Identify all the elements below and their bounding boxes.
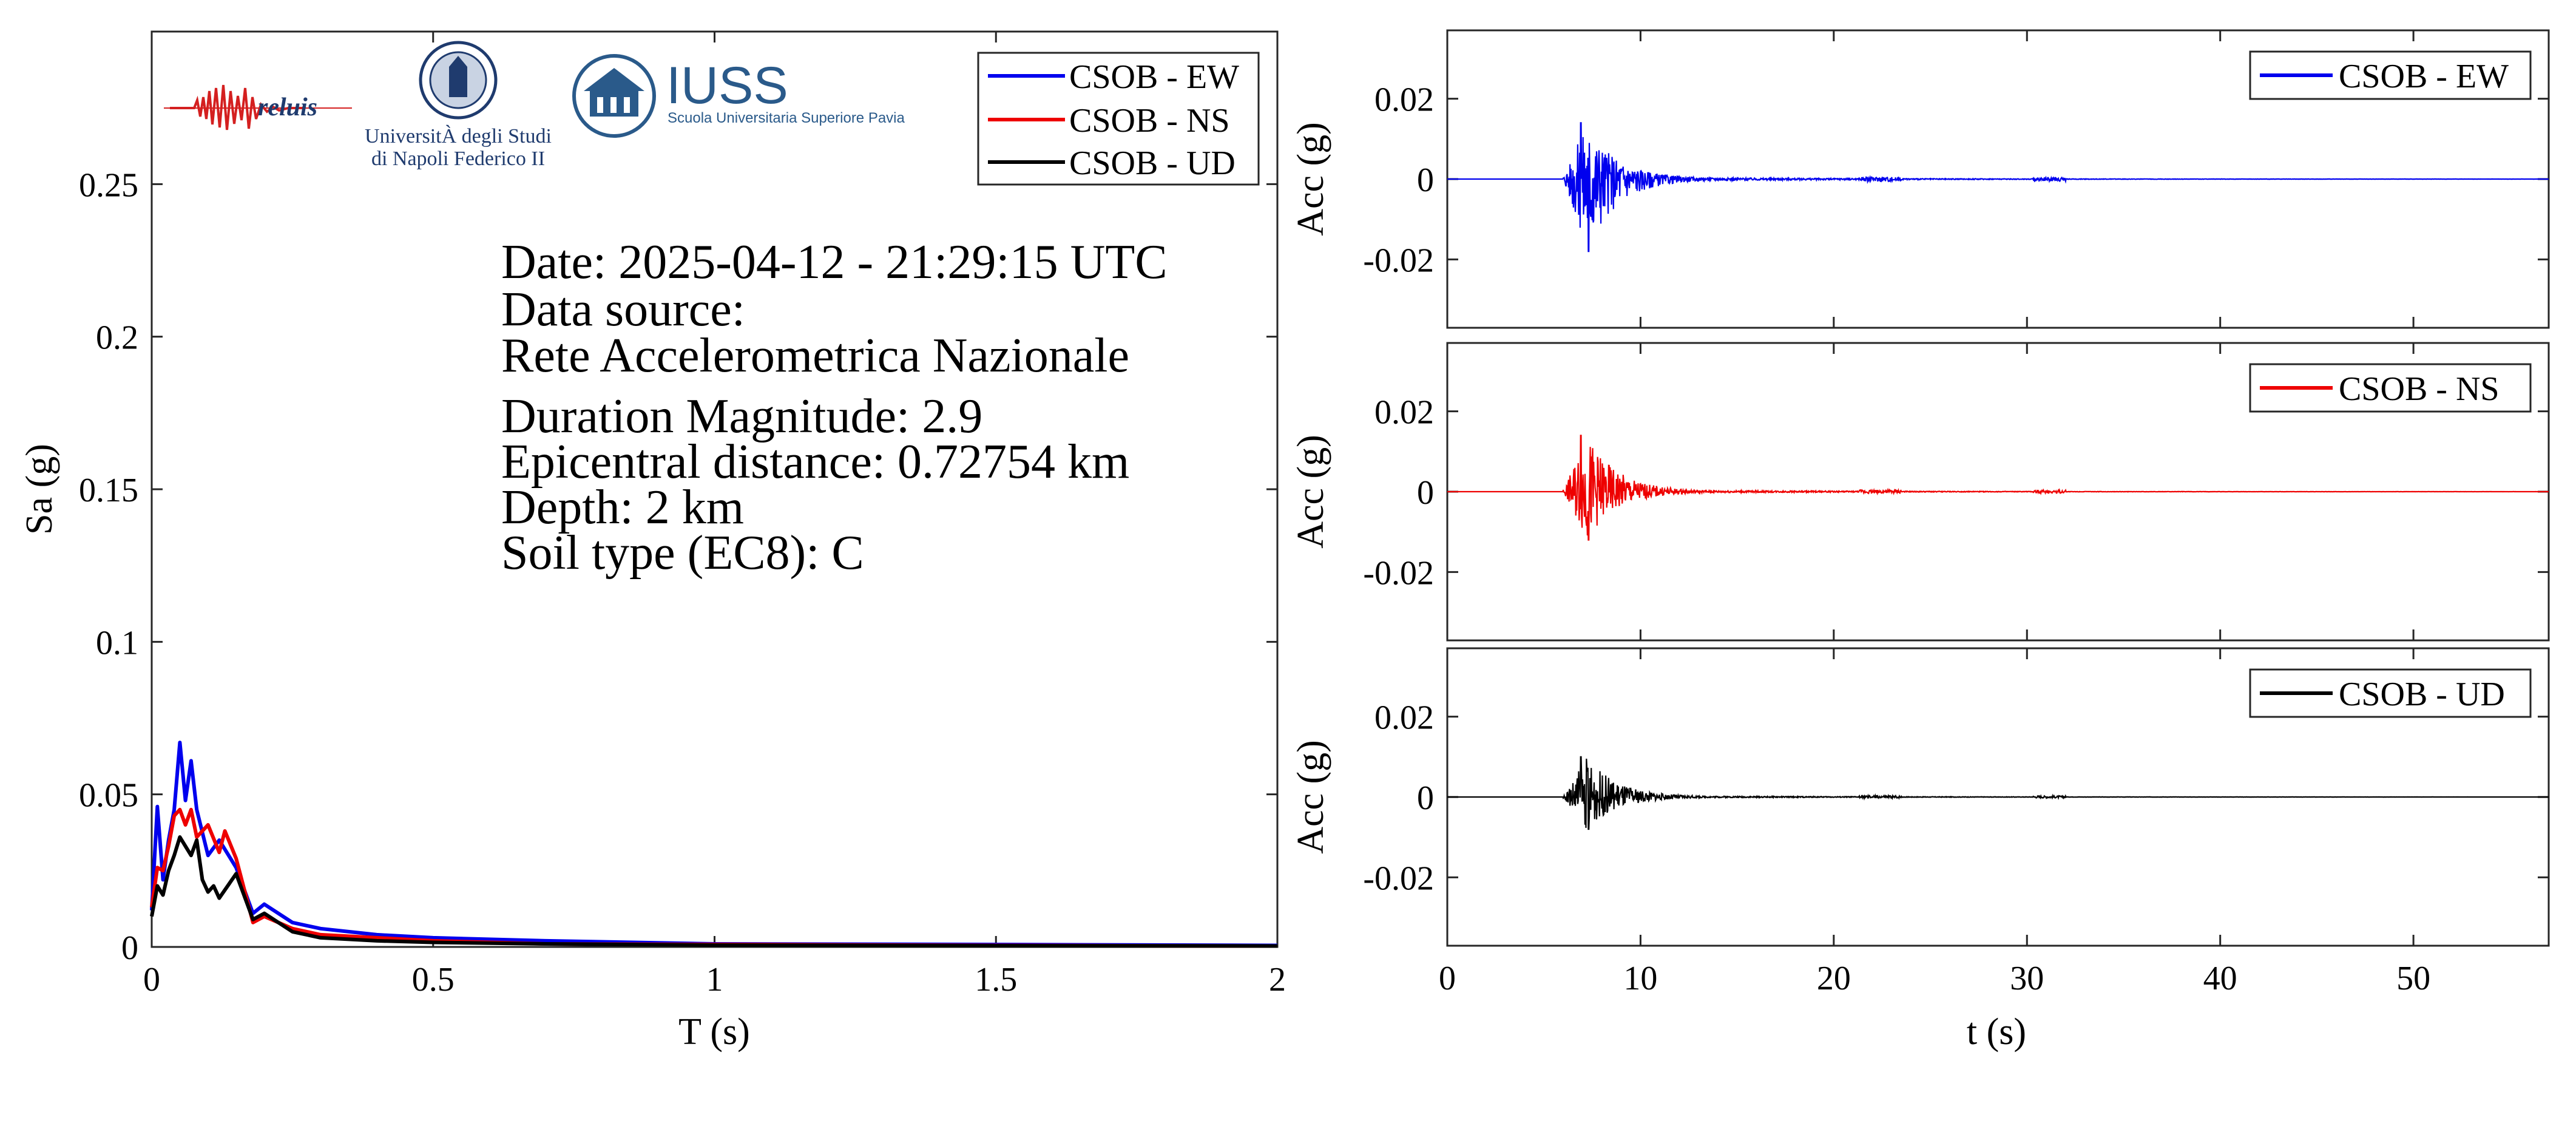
acc-ylabel-ns: Acc (g) [1290, 435, 1331, 549]
event-info: Date: 2025-04-12 - 21:29:15 UTC Data sou… [501, 236, 1168, 580]
spectrum-ytick-label: 0.1 [96, 624, 138, 662]
info-date: Date: 2025-04-12 - 21:29:15 UTC [501, 236, 1168, 289]
acc-chart-ud: -0.02 0 0.02 0 10 20 30 40 50 Acc (g) CSOB - UD [1290, 647, 2550, 997]
acc-xtick-label: 20 [1817, 960, 1851, 997]
acc-xtick-label: 50 [2396, 960, 2430, 997]
unina-logo: UniversitÀ degli Studi di Napoli Federic… [365, 41, 552, 170]
spectrum-xtick-label: 1.5 [975, 961, 1017, 999]
legend-label-ud: CSOB - UD [1069, 144, 1236, 182]
acc-ytick-label: -0.02 [1363, 860, 1434, 897]
acc-ytick-label: 0.02 [1374, 394, 1434, 432]
acc-chart-ew: -0.02 0 0.02 Acc (g) CSOB - EW [1290, 29, 2550, 329]
iuss-logo: IUSS Scuola Universitaria Superiore Pavi… [572, 54, 905, 138]
spectrum-ytick-label: 0 [121, 929, 138, 967]
spectrum-ytick-label: 0.15 [79, 472, 138, 509]
spectrum-ytick-label: 0.2 [96, 319, 138, 357]
acc-xtick-label: 40 [2203, 960, 2237, 997]
acc-xtick-label: 10 [1623, 960, 1657, 997]
info-distance: Epicentral distance: 0.72754 km [501, 435, 1129, 489]
iuss-subtitle: Scuola Universitaria Superiore Pavia [668, 110, 905, 126]
acc-ytick-label: 0 [1417, 779, 1434, 817]
legend-label-ew: CSOB - EW [1069, 58, 1239, 96]
acc-ylabel-ew: Acc (g) [1290, 122, 1331, 236]
spectrum-legend: CSOB - EW CSOB - NS CSOB - UD [977, 52, 1260, 186]
spectrum-ytick-label: 0.05 [79, 777, 138, 815]
info-soil: Soil type (EC8): C [501, 526, 864, 580]
reluis-logo-text: reluis [258, 93, 317, 121]
iuss-title: IUSS [666, 56, 788, 115]
acc-legend-box-ns [2249, 363, 2532, 413]
spectrum-series-ud [150, 835, 1278, 948]
acc-ytick-label: -0.02 [1363, 554, 1434, 592]
acc-ytick-label: 0 [1417, 161, 1434, 199]
acc-trace-ud [1447, 756, 2549, 830]
spectrum-xtick-label: 1 [706, 961, 723, 999]
acc-ylabel-ud: Acc (g) [1290, 740, 1331, 854]
acc-legend-label-ud: CSOB - UD [2339, 676, 2505, 713]
acc-xlabel: t (s) [1967, 1011, 2026, 1053]
spectrum-xlabel: T (s) [678, 1011, 750, 1053]
info-depth: Depth: 2 km [501, 481, 744, 534]
acc-trace-ns [1447, 435, 2549, 541]
spectrum-ytick-label: 0.25 [79, 166, 138, 204]
spectrum-xtick-label: 0 [143, 961, 160, 999]
reluis-logo: reluis [164, 84, 352, 131]
acc-legend-label-ew: CSOB - EW [2339, 58, 2509, 95]
unina-line1: UniversitÀ degli Studi [365, 125, 552, 148]
spectrum-xtick-label: 2 [1269, 961, 1286, 999]
spectrum-chart: 0 0.5 1 1.5 2 0 0.05 0.1 0.15 0.2 0.25 T (s) Sa (g… [19, 30, 1286, 1053]
acc-ytick-label: -0.02 [1363, 242, 1434, 279]
acc-xtick-label: 0 [1439, 960, 1456, 997]
acc-xtick-label: 30 [2010, 960, 2044, 997]
info-magnitude: Duration Magnitude: 2.9 [501, 390, 982, 443]
acc-ytick-label: 0 [1417, 474, 1434, 512]
acc-ytick-label: 0.02 [1374, 699, 1434, 737]
spectrum-ylabel: Sa (g) [19, 444, 60, 535]
acc-trace-ew [1447, 122, 2549, 253]
spectrum-xtick-label: 0.5 [412, 961, 455, 999]
info-source: Rete Accelerometrica Nazionale [501, 329, 1129, 382]
acc-chart-ns: -0.02 0 0.02 Acc (g) CSOB - NS [1290, 342, 2550, 642]
info-source-label: Data source: [501, 283, 745, 336]
acc-legend-label-ns: CSOB - NS [2339, 370, 2500, 408]
legend-label-ns: CSOB - NS [1069, 102, 1230, 140]
unina-line2: di Napoli Federico II [371, 148, 545, 170]
acc-ytick-label: 0.02 [1374, 81, 1434, 119]
